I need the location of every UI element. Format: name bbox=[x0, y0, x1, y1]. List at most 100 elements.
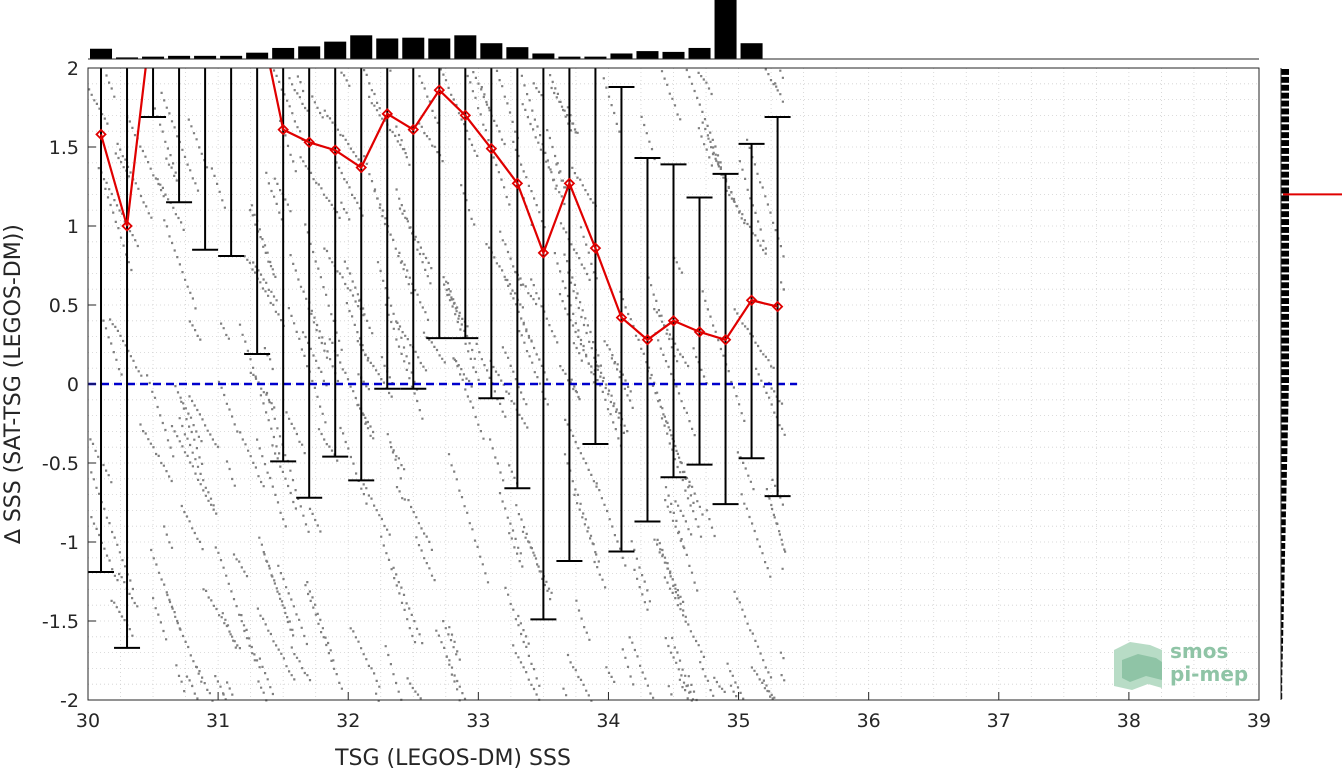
right-histogram-bar bbox=[1281, 203, 1289, 210]
top-histogram-bar bbox=[506, 47, 529, 59]
mean-point bbox=[537, 247, 550, 259]
top-histogram-bar bbox=[558, 56, 581, 59]
y-tick-label: -2 bbox=[60, 690, 79, 712]
right-histogram-bar bbox=[1281, 637, 1284, 644]
right-histogram-bar bbox=[1281, 84, 1289, 91]
top-histogram-bar bbox=[636, 51, 659, 59]
right-histogram-bar bbox=[1281, 543, 1286, 549]
mean-point bbox=[667, 315, 680, 327]
y-tick-label: 0 bbox=[67, 374, 79, 396]
right-histogram-bar bbox=[1281, 116, 1289, 123]
logo-wave-icon-inner bbox=[1122, 654, 1162, 682]
right-histogram-bar bbox=[1281, 321, 1289, 328]
mean-line bbox=[99, 68, 778, 342]
right-histogram-bar bbox=[1281, 361, 1289, 368]
y-tick-label: -1.5 bbox=[42, 611, 79, 633]
mean-point bbox=[693, 326, 706, 338]
right-histogram-bar bbox=[1281, 250, 1289, 257]
right-histogram-bar bbox=[1281, 313, 1289, 320]
x-axis-ticks: 30 31 32 33 34 35 36 37 38 39 bbox=[76, 692, 1271, 732]
x-tick-label: 37 bbox=[987, 710, 1011, 732]
right-histogram-bar bbox=[1281, 400, 1289, 407]
x-tick-label: 32 bbox=[336, 710, 360, 732]
right-histogram-bar bbox=[1281, 377, 1289, 383]
mean-point bbox=[433, 84, 446, 96]
right-histogram-bar bbox=[1281, 274, 1289, 281]
mean-point bbox=[511, 177, 524, 190]
x-tick-label: 31 bbox=[206, 710, 230, 732]
right-histogram-bar bbox=[1281, 171, 1289, 178]
top-histogram-bar bbox=[740, 43, 763, 59]
right-histogram-bar bbox=[1281, 69, 1289, 75]
top-histogram-bar bbox=[142, 56, 165, 59]
top-histogram-bar bbox=[532, 53, 555, 59]
error-bars bbox=[88, 68, 791, 649]
right-histogram-bar bbox=[1281, 432, 1288, 439]
right-histogram-bar bbox=[1281, 669, 1283, 676]
x-tick-label: 39 bbox=[1247, 710, 1271, 732]
y-tick-label: -0.5 bbox=[42, 453, 79, 475]
mean-point bbox=[459, 109, 472, 122]
right-histogram-bar bbox=[1281, 329, 1289, 336]
right-histogram-bar bbox=[1281, 574, 1285, 581]
right-histogram-bar bbox=[1281, 187, 1289, 194]
right-histogram-bar bbox=[1281, 598, 1284, 605]
mean-point bbox=[355, 161, 368, 174]
right-histogram-bar bbox=[1281, 511, 1286, 518]
right-histogram-bar bbox=[1281, 693, 1283, 699]
right-histogram-bar bbox=[1281, 227, 1289, 233]
right-histogram-bar bbox=[1281, 408, 1289, 415]
right-histogram-bar bbox=[1281, 100, 1289, 107]
right-histogram-bar bbox=[1281, 385, 1289, 391]
right-histogram-bar bbox=[1281, 148, 1289, 154]
right-histogram-bar bbox=[1281, 290, 1289, 297]
top-histogram-bar bbox=[246, 52, 269, 59]
mean-point bbox=[485, 142, 498, 155]
x-tick-label: 38 bbox=[1117, 710, 1141, 732]
right-histogram-bar bbox=[1281, 535, 1286, 541]
right-histogram-bar bbox=[1281, 448, 1288, 455]
right-histogram-bar bbox=[1281, 266, 1289, 273]
top-histogram-bar bbox=[428, 38, 451, 59]
right-histogram-bar bbox=[1281, 471, 1287, 478]
mean-point bbox=[771, 300, 784, 313]
top-histogram-bar bbox=[480, 43, 503, 59]
right-histogram-bar bbox=[1281, 282, 1289, 289]
right-histogram-bar bbox=[1281, 582, 1285, 589]
right-histogram-bar bbox=[1281, 456, 1288, 462]
right-histogram-bar bbox=[1281, 677, 1283, 684]
top-histogram bbox=[88, 0, 1259, 60]
y-axis-label: ∆ SSS (SAT-TSG (LEGOS-DM)) bbox=[1, 224, 26, 545]
y-tick-label: 0.5 bbox=[49, 295, 79, 317]
right-histogram-bar bbox=[1281, 211, 1289, 218]
top-histogram-bar bbox=[714, 0, 737, 59]
top-histogram-bar bbox=[454, 35, 477, 59]
right-histogram-bar bbox=[1281, 558, 1285, 565]
right-histogram-bar bbox=[1281, 92, 1289, 99]
y-tick-label: 2 bbox=[67, 58, 79, 80]
smos-pimep-logo: smos pi-mep bbox=[1114, 639, 1248, 690]
mean-point bbox=[277, 123, 289, 136]
mean-point bbox=[615, 311, 628, 324]
right-histogram-bar bbox=[1281, 503, 1287, 510]
logo-line1: smos bbox=[1170, 639, 1228, 663]
y-tick-label: 1 bbox=[67, 216, 79, 238]
top-histogram-bar bbox=[662, 51, 685, 59]
top-histogram-bar bbox=[90, 48, 113, 59]
right-histogram-bar bbox=[1281, 622, 1284, 628]
right-histogram-bar bbox=[1281, 155, 1289, 162]
right-histogram-bar bbox=[1281, 132, 1289, 139]
right-histogram-bar bbox=[1281, 606, 1284, 613]
mean-point bbox=[719, 333, 732, 346]
x-tick-label: 35 bbox=[726, 710, 750, 732]
right-histogram-bar bbox=[1281, 163, 1289, 170]
right-histogram-bar bbox=[1281, 424, 1288, 431]
top-histogram-bar bbox=[116, 57, 139, 59]
top-histogram-bar bbox=[688, 47, 711, 59]
right-histogram-bar bbox=[1281, 464, 1288, 470]
right-histogram-bar bbox=[1281, 242, 1289, 249]
y-tick-label: 1.5 bbox=[49, 137, 79, 159]
top-histogram-bar bbox=[584, 56, 607, 59]
right-histogram-bar bbox=[1281, 661, 1283, 668]
